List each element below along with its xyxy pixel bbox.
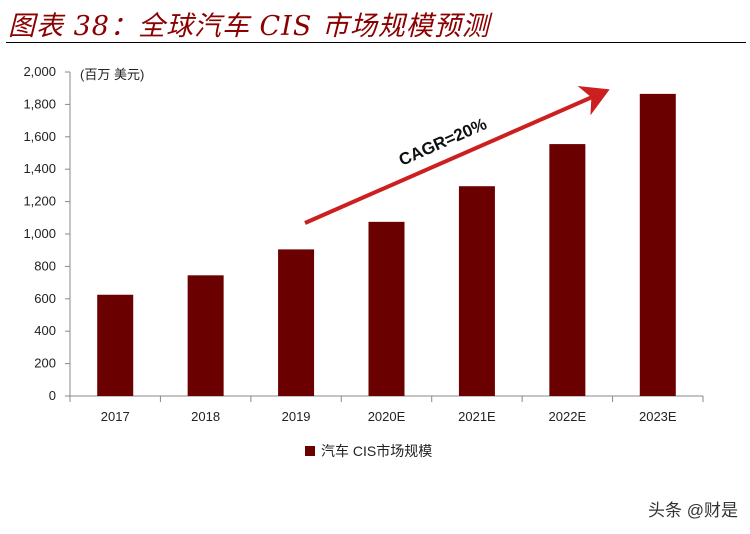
x-tick-label: 2019: [282, 409, 311, 424]
y-tick-label: 800: [34, 258, 56, 273]
x-tick-label: 2021E: [458, 409, 496, 424]
watermark: 头条 @财是: [648, 501, 738, 520]
y-tick-label: 1,800: [23, 96, 56, 111]
bar-2020E: [368, 221, 405, 396]
bar-2018: [187, 275, 224, 396]
legend-swatch: [305, 446, 315, 456]
y-tick-label: 1,400: [23, 161, 56, 176]
x-tick-label: 2020E: [368, 409, 406, 424]
x-tick-label: 2017: [101, 409, 130, 424]
x-tick-label: 2023E: [639, 409, 677, 424]
cagr-arrow: [304, 85, 610, 225]
y-tick-label: 0: [49, 388, 56, 403]
y-axis-unit: (百万 美元): [80, 67, 145, 82]
y-tick-label: 600: [34, 291, 56, 306]
figure-title: 图表 38：全球汽车 CIS 市场规模预测: [8, 11, 490, 42]
x-tick-label: 2022E: [549, 409, 587, 424]
bar-2023E: [639, 93, 676, 397]
y-tick-label: 1,000: [23, 226, 56, 241]
legend: 汽车 CIS市场规模: [305, 441, 432, 461]
bar-2021E: [458, 186, 495, 396]
title-divider: [6, 42, 746, 43]
legend-label: 汽车 CIS市场规模: [321, 443, 433, 459]
x-tick-label: 2018: [191, 409, 220, 424]
bar-2017: [97, 294, 134, 396]
y-tick-label: 1,600: [23, 129, 56, 144]
bar-2022E: [549, 144, 586, 396]
y-tick-label: 200: [34, 356, 56, 371]
y-tick-label: 2,000: [23, 64, 56, 79]
y-tick-label: 400: [34, 323, 56, 338]
y-tick-label: 1,200: [23, 194, 56, 209]
bar-2019: [278, 249, 315, 396]
